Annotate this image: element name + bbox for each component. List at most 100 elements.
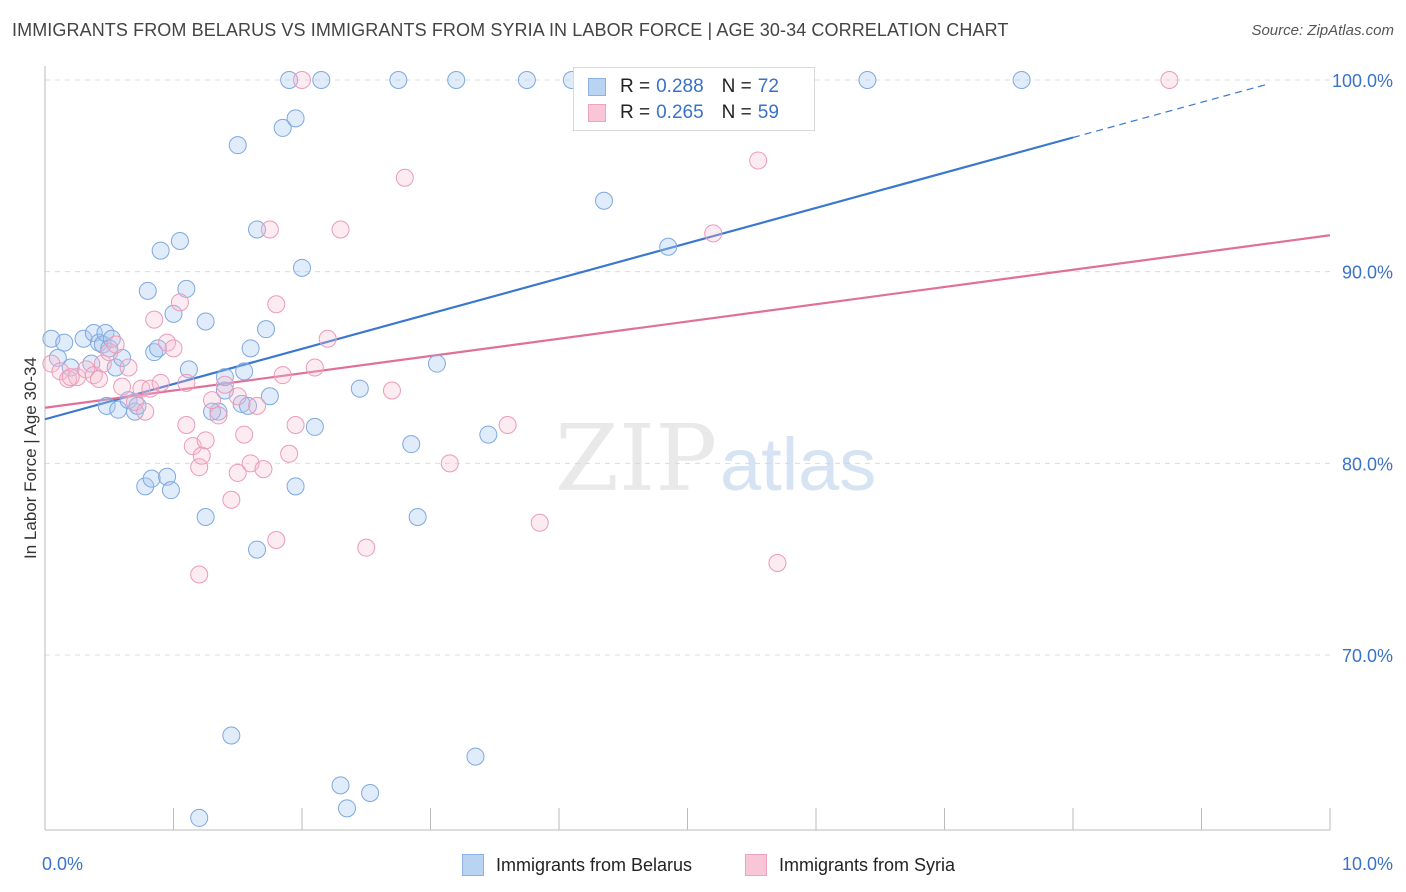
legend-n-label: N =: [721, 102, 752, 123]
point-belarus: [350, 379, 369, 398]
point-syria: [164, 339, 183, 358]
point-belarus: [74, 329, 93, 348]
point-belarus: [215, 368, 234, 387]
point-belarus: [858, 71, 877, 89]
y-tick-label: 100.0%: [1332, 71, 1393, 91]
point-syria: [196, 431, 215, 450]
point-belarus: [427, 354, 446, 373]
chart-title: IMMIGRANTS FROM BELARUS VS IMMIGRANTS FR…: [12, 20, 1009, 40]
point-belarus: [305, 417, 324, 436]
x-tick-label-min: 0.0%: [42, 854, 83, 874]
point-syria: [61, 368, 80, 387]
legend-n-value-belarus: 72: [757, 76, 779, 97]
trendline-belarus-extension: [1072, 84, 1266, 139]
trendline-syria: [44, 234, 1331, 409]
point-syria: [382, 381, 401, 400]
legend-r-value-belarus: 0.288: [656, 76, 704, 97]
point-syria: [222, 490, 241, 509]
point-belarus: [659, 237, 678, 256]
legend-n-label: N =: [721, 76, 752, 97]
bottom-legend-syria: Immigrants from Syria: [745, 852, 955, 878]
point-belarus: [248, 220, 267, 239]
point-syria: [190, 565, 209, 584]
point-belarus: [61, 358, 80, 377]
point-belarus: [280, 71, 299, 89]
point-belarus: [235, 362, 254, 381]
watermark-atlas: atlas: [720, 423, 876, 506]
x-tick-label-max: 10.0%: [1342, 854, 1393, 874]
point-belarus: [136, 477, 155, 496]
y-tick-label: 80.0%: [1342, 454, 1393, 474]
point-syria: [260, 220, 279, 239]
point-belarus: [389, 71, 408, 89]
point-syria: [395, 168, 414, 187]
point-syria: [749, 151, 768, 170]
point-syria: [267, 531, 286, 549]
point-belarus: [594, 191, 613, 210]
bottom-legend-swatch-syria: [745, 854, 767, 876]
point-belarus: [286, 109, 305, 128]
legend-row-belarus: R = 0.288 N = 72: [588, 74, 779, 100]
legend-swatch-syria: [588, 104, 606, 122]
point-syria: [42, 354, 61, 373]
point-syria: [170, 293, 189, 312]
bottom-legend-label-syria: Immigrants from Syria: [779, 854, 956, 875]
point-belarus: [55, 333, 74, 352]
point-belarus: [402, 435, 421, 454]
point-syria: [106, 335, 125, 354]
y-tick-label: 70.0%: [1342, 646, 1393, 666]
point-belarus: [228, 136, 247, 155]
point-belarus: [337, 799, 356, 818]
point-belarus: [293, 258, 311, 277]
point-syria: [305, 358, 324, 377]
point-syria: [273, 366, 292, 385]
point-syria: [59, 370, 78, 388]
point-belarus: [331, 776, 350, 795]
point-belarus: [190, 808, 209, 827]
point-syria: [318, 329, 337, 348]
point-belarus: [1012, 71, 1031, 89]
point-syria: [1160, 71, 1179, 89]
point-belarus: [149, 339, 168, 358]
point-belarus: [151, 241, 170, 260]
point-belarus: [142, 469, 161, 488]
point-syria: [136, 402, 155, 421]
point-belarus: [196, 312, 215, 331]
point-belarus: [286, 477, 305, 496]
point-belarus: [97, 396, 116, 415]
point-belarus: [164, 304, 183, 323]
legend-r-label: R =: [620, 76, 651, 97]
point-belarus: [241, 339, 260, 358]
bottom-legend-belarus: Immigrants from Belarus: [462, 852, 692, 878]
point-syria: [228, 463, 247, 482]
point-syria: [254, 460, 273, 479]
point-belarus: [248, 540, 267, 559]
point-syria: [267, 295, 286, 314]
point-syria: [141, 379, 160, 398]
point-syria: [704, 224, 723, 243]
point-syria: [286, 416, 305, 434]
point-belarus: [179, 360, 198, 379]
bottom-legend-swatch-belarus: [462, 854, 484, 876]
legend-n-value-syria: 59: [757, 102, 779, 123]
point-syria: [357, 538, 376, 557]
point-belarus: [161, 481, 180, 500]
point-belarus: [312, 71, 331, 89]
legend-r-value-syria: 0.265: [656, 102, 704, 123]
legend-swatch-belarus: [588, 78, 606, 96]
point-belarus: [170, 232, 189, 250]
point-syria: [228, 387, 247, 406]
trendline-belarus: [44, 136, 1074, 421]
source-label: Source: ZipAtlas.com: [1251, 22, 1394, 39]
point-syria: [113, 377, 132, 396]
point-belarus: [196, 508, 215, 526]
point-syria: [93, 354, 112, 373]
point-syria: [331, 220, 350, 239]
y-axis-label: In Labor Force | Age 30-34: [21, 357, 40, 559]
point-syria: [145, 310, 164, 329]
y-tick-label: 90.0%: [1342, 263, 1393, 283]
point-syria: [177, 373, 196, 392]
point-belarus: [260, 387, 279, 406]
point-belarus: [138, 281, 157, 300]
